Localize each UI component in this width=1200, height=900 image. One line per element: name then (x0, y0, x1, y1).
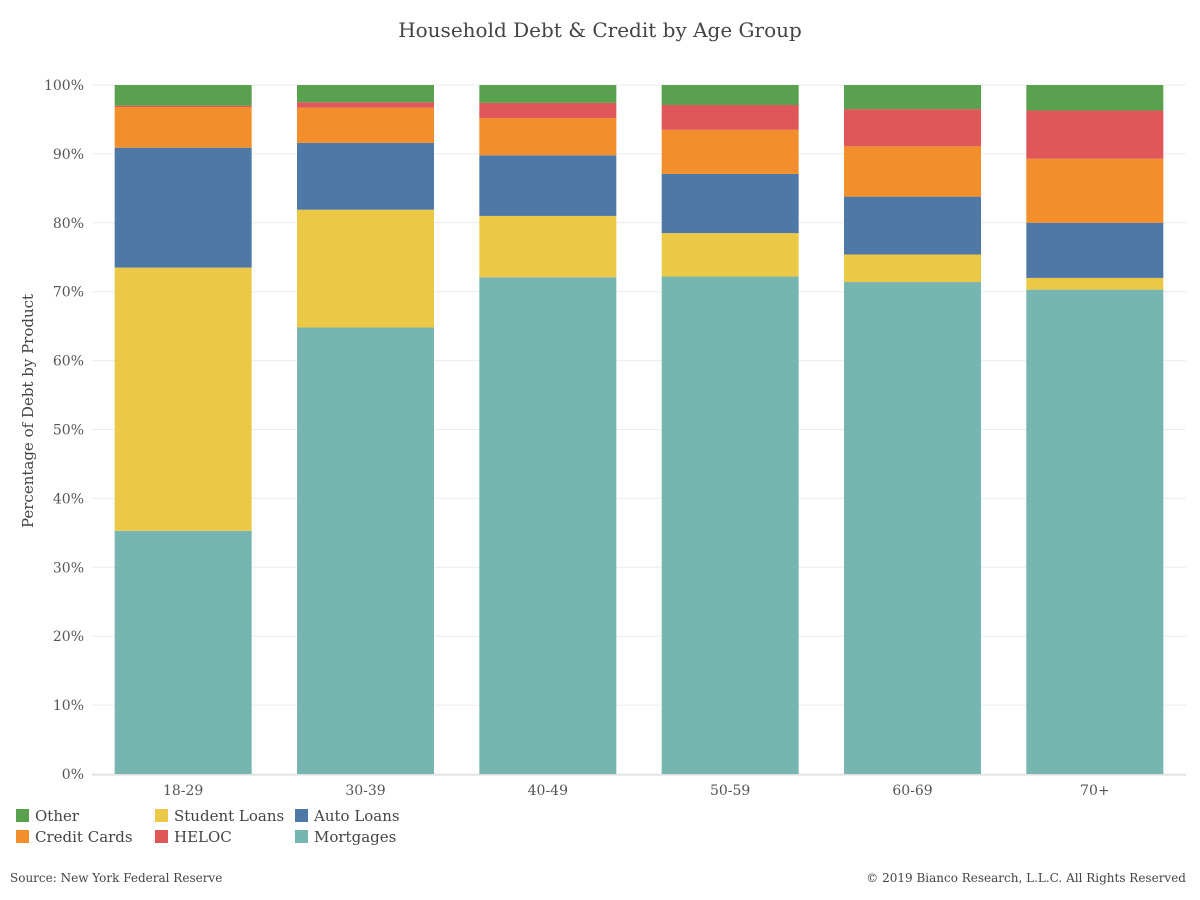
legend-swatch (295, 830, 308, 843)
bar-segment-other (844, 85, 981, 110)
legend-label: Credit Cards (35, 828, 133, 846)
bar-segment-student-loans (114, 267, 252, 531)
bar-segment-mortgages (661, 276, 799, 774)
legend-label: HELOC (174, 828, 232, 846)
y-axis-ticks: 0% 10% 20% 30% 40% 50% 60% 70% 80% 90% 100% (44, 78, 84, 783)
bar-segment-student-loans (661, 233, 799, 277)
copyright-note: © 2019 Bianco Research, L.L.C. All Right… (866, 871, 1186, 885)
bar-segment-student-loans (1026, 277, 1164, 290)
bars (114, 85, 1164, 774)
y-tick-label: 70% (53, 285, 84, 301)
bar-segment-mortgages (844, 282, 981, 774)
source-note: Source: New York Federal Reserve (10, 871, 222, 885)
legend-label: Student Loans (174, 807, 284, 825)
bar-segment-student-loans (479, 215, 617, 278)
y-tick-label: 60% (53, 354, 84, 370)
bar-segment-auto-loans (479, 155, 617, 216)
chart-title: Household Debt & Credit by Age Group (398, 18, 802, 42)
bar-segment-credit-cards (114, 107, 252, 148)
x-tick-label: 60-69 (892, 783, 932, 799)
bar-segment-heloc (661, 104, 799, 130)
bar-segment-credit-cards (844, 146, 981, 197)
bar-segment-mortgages (297, 327, 434, 774)
x-tick-label: 18-29 (163, 783, 203, 799)
legend-swatch (295, 809, 308, 822)
y-tick-label: 40% (53, 491, 84, 507)
bar-segment-mortgages (114, 530, 252, 774)
bar-segment-auto-loans (844, 196, 981, 255)
x-tick-label: 40-49 (528, 783, 568, 799)
bar-segment-mortgages (479, 277, 617, 774)
bar-segment-auto-loans (1026, 222, 1164, 278)
bar-segment-student-loans (844, 254, 981, 283)
legend-label: Mortgages (314, 828, 396, 846)
y-tick-label: 30% (53, 560, 84, 576)
legend-label: Other (35, 807, 80, 825)
legend-swatch (16, 830, 29, 843)
bar-segment-auto-loans (661, 173, 799, 234)
bar-segment-other (114, 85, 252, 106)
bar-segment-student-loans (297, 209, 434, 328)
y-tick-label: 10% (53, 698, 84, 714)
y-tick-label: 50% (53, 423, 84, 439)
y-tick-label: 80% (53, 216, 84, 232)
legend-swatch (155, 830, 168, 843)
bar-segment-other (479, 85, 617, 103)
x-tick-label: 70+ (1080, 783, 1110, 799)
bar-segment-heloc (844, 109, 981, 147)
legend-swatch (16, 809, 29, 822)
x-axis-ticks: 18-29 30-39 40-49 50-59 60-69 70+ (163, 783, 1110, 799)
y-tick-label: 90% (53, 147, 84, 163)
legend-swatch (155, 809, 168, 822)
bar-segment-credit-cards (297, 107, 434, 143)
y-tick-label: 100% (44, 78, 84, 94)
bar-segment-other (1026, 85, 1164, 111)
y-axis-label: Percentage of Debt by Product (19, 294, 37, 528)
bar-segment-heloc (1026, 110, 1164, 159)
legend: Other Credit Cards Student Loans HELOC Auto … (16, 807, 400, 846)
y-tick-label: 20% (53, 629, 84, 645)
bar-segment-credit-cards (1026, 158, 1164, 223)
bar-segment-heloc (297, 102, 434, 108)
grid-lines (92, 84, 1186, 776)
bar-segment-auto-loans (114, 147, 252, 268)
bar-segment-mortgages (1026, 289, 1164, 774)
bar-segment-other (661, 85, 799, 105)
bar-segment-heloc (114, 105, 252, 108)
bar-segment-heloc (479, 102, 617, 119)
bar-segment-auto-loans (297, 142, 434, 210)
x-tick-label: 50-59 (710, 783, 750, 799)
y-tick-label: 0% (62, 767, 84, 783)
bar-segment-other (297, 85, 434, 103)
bar-segment-credit-cards (479, 118, 617, 156)
x-tick-label: 30-39 (345, 783, 385, 799)
legend-label: Auto Loans (313, 807, 400, 825)
bar-segment-credit-cards (661, 129, 799, 174)
